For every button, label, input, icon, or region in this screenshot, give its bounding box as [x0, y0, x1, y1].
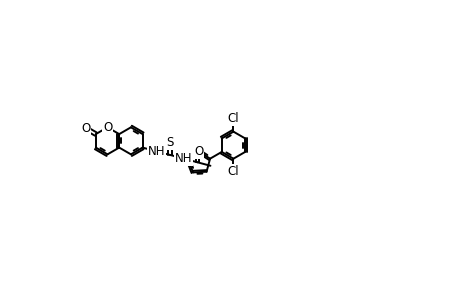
- Text: S: S: [166, 136, 174, 149]
- Text: O: O: [81, 122, 90, 135]
- Text: NH: NH: [147, 145, 165, 158]
- Text: O: O: [194, 145, 203, 158]
- Text: O: O: [103, 121, 112, 134]
- Text: Cl: Cl: [227, 165, 239, 178]
- Text: NH: NH: [174, 152, 192, 165]
- Text: O: O: [192, 143, 202, 156]
- Text: Cl: Cl: [227, 112, 239, 125]
